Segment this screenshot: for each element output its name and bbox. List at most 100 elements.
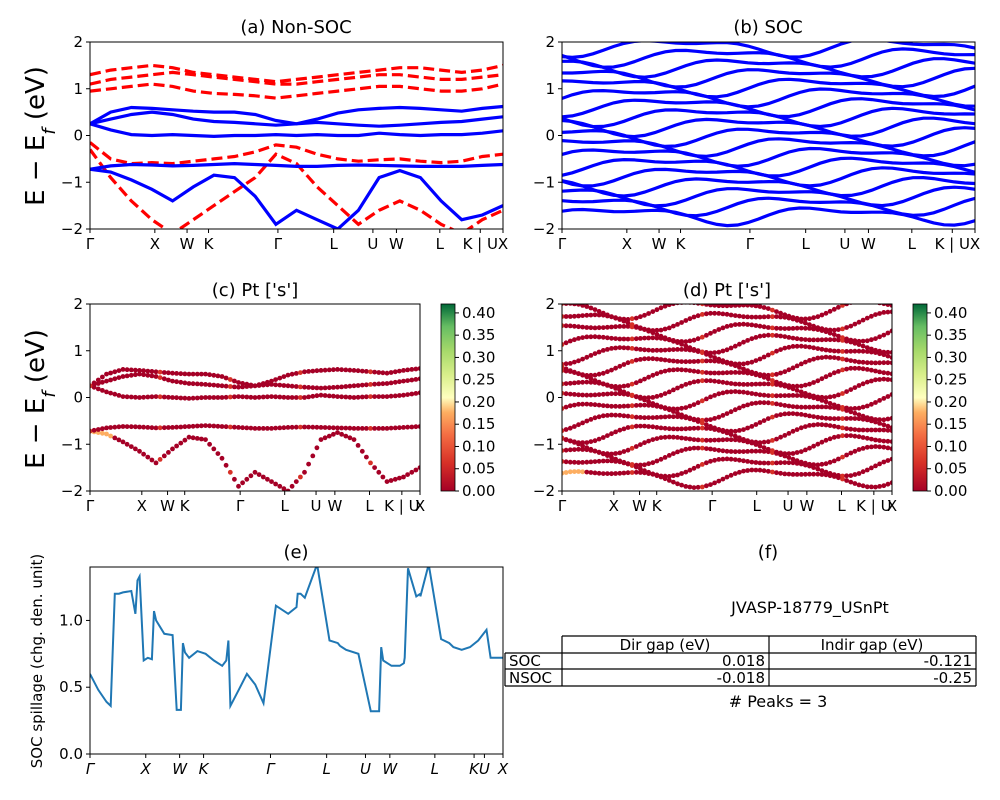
band-point xyxy=(761,400,767,406)
band-point xyxy=(836,416,841,421)
band-point xyxy=(145,425,151,430)
band-point xyxy=(215,383,221,388)
band-point xyxy=(869,444,874,450)
band-point xyxy=(576,358,581,364)
table-cell: -0.25 xyxy=(933,669,972,687)
band-point xyxy=(864,444,870,450)
band-point xyxy=(794,458,800,464)
band-point xyxy=(770,381,775,387)
band-point xyxy=(331,425,336,431)
band-point xyxy=(782,382,788,388)
band-point xyxy=(567,323,573,329)
band-point xyxy=(642,312,647,318)
band-point xyxy=(716,447,722,453)
band-point xyxy=(567,438,573,444)
band-point xyxy=(174,395,180,401)
band-point xyxy=(588,325,594,331)
panel-b-yticks: 210−1−2 xyxy=(533,33,562,238)
band-point xyxy=(724,380,730,386)
band-point xyxy=(567,403,573,409)
band-point xyxy=(629,336,635,342)
band-point xyxy=(563,404,569,410)
band-point xyxy=(232,378,237,384)
band-point xyxy=(654,394,660,399)
band-point xyxy=(654,472,660,478)
band-point xyxy=(613,315,618,321)
band-point xyxy=(770,460,775,466)
band-point xyxy=(629,359,635,364)
band-point xyxy=(745,382,750,387)
band-point xyxy=(765,306,771,311)
xtick-label: Γ xyxy=(266,760,276,778)
band-point xyxy=(815,314,821,320)
band-point xyxy=(712,310,717,316)
band-point xyxy=(376,426,382,431)
band-point xyxy=(716,427,722,432)
band-point xyxy=(765,393,771,398)
band-point xyxy=(149,369,155,374)
band-point xyxy=(831,393,837,399)
band-point xyxy=(848,348,854,354)
band-point xyxy=(182,424,188,430)
band-point xyxy=(104,431,109,437)
band-point xyxy=(848,406,854,412)
band-point xyxy=(567,338,573,344)
band-point xyxy=(572,469,577,474)
band-point xyxy=(827,394,833,400)
band-point xyxy=(860,343,866,349)
band-point xyxy=(128,394,134,400)
band-point xyxy=(761,418,767,423)
band-point xyxy=(765,439,771,445)
band-point xyxy=(137,448,142,454)
xtick-label: W xyxy=(382,760,398,778)
band-point xyxy=(621,470,627,476)
band-point xyxy=(864,360,870,366)
band-point xyxy=(716,311,722,316)
band-point xyxy=(364,394,369,400)
band-point xyxy=(844,473,849,479)
band-point xyxy=(732,428,738,434)
band-point xyxy=(836,304,841,310)
band-point xyxy=(223,462,229,468)
band-point xyxy=(856,383,862,388)
band-point xyxy=(778,333,783,339)
band-point xyxy=(720,437,726,443)
band-point xyxy=(819,337,825,343)
band-point xyxy=(881,376,887,382)
band-point xyxy=(749,448,755,454)
xtick-label: W xyxy=(861,235,876,253)
band-point xyxy=(658,347,664,353)
band-point xyxy=(716,370,722,376)
band-point xyxy=(811,471,816,477)
band-point xyxy=(572,304,577,307)
band-point xyxy=(749,314,755,320)
band-point xyxy=(695,358,701,364)
band-point xyxy=(133,394,138,400)
band-point xyxy=(695,369,701,375)
band-point xyxy=(194,395,200,401)
band-point xyxy=(724,359,730,365)
panel-d-colorbar-ticks: 0.000.050.100.150.200.250.300.350.40 xyxy=(927,304,967,500)
band-point xyxy=(844,357,849,363)
band-point xyxy=(873,437,878,443)
band-point xyxy=(600,381,606,387)
band-point xyxy=(413,467,419,473)
xtick-label: K xyxy=(180,497,191,515)
band-point xyxy=(757,333,763,339)
band-point xyxy=(596,325,602,331)
band-point xyxy=(848,433,854,438)
band-point xyxy=(860,446,866,451)
band-point xyxy=(778,434,783,440)
band-point xyxy=(364,454,369,460)
band-point xyxy=(182,437,188,443)
panel-e-frame xyxy=(89,566,504,755)
band-point xyxy=(605,382,610,388)
band-point xyxy=(873,463,878,469)
band-point xyxy=(675,414,680,420)
band-point xyxy=(811,337,816,343)
band-point xyxy=(790,365,796,371)
band-point xyxy=(397,425,402,431)
band-point xyxy=(621,413,627,419)
band-point xyxy=(666,389,672,395)
